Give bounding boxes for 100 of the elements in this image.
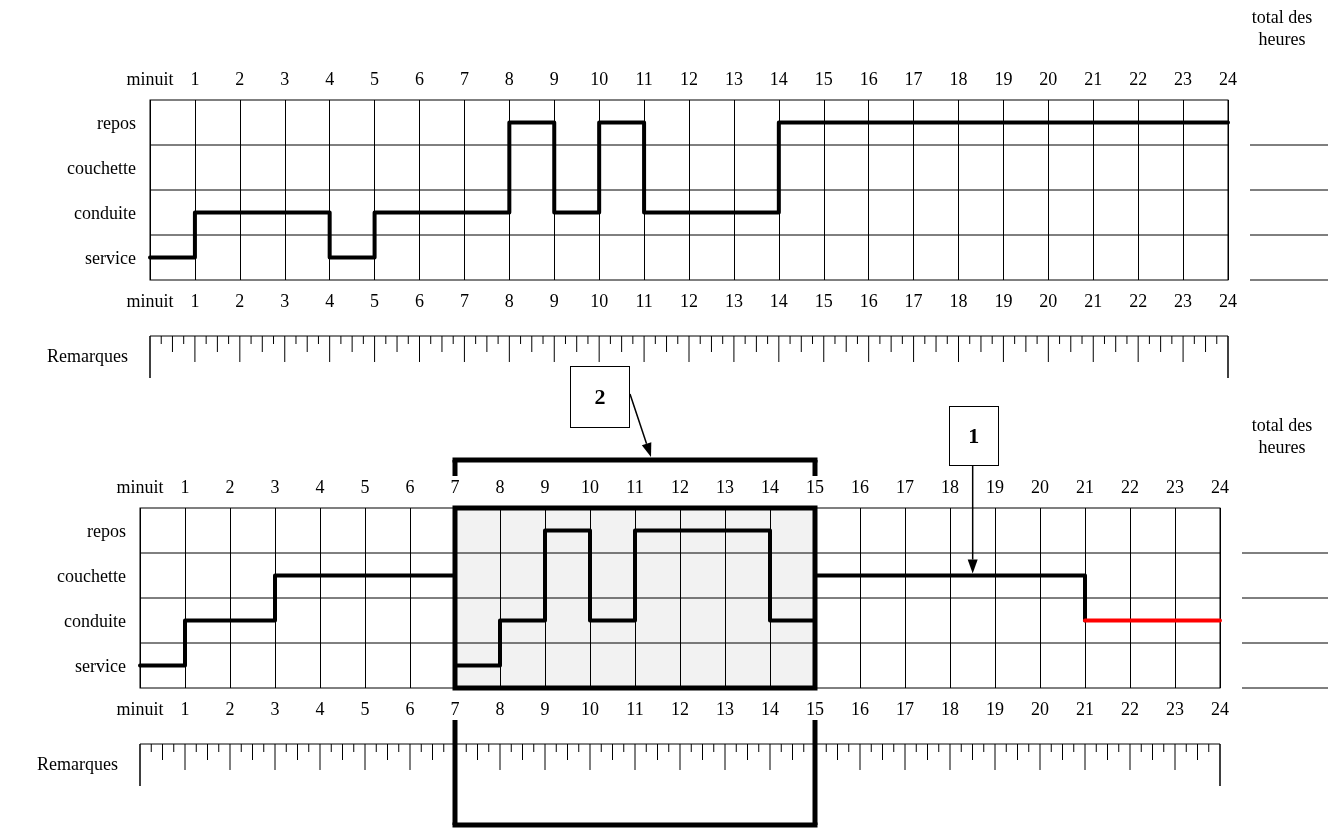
x-tick-label: 13 [716, 699, 734, 719]
x-tick-label: 19 [994, 291, 1013, 311]
x2-tick-label: 3 [270, 477, 280, 497]
x2-tick-label: 21 [1076, 477, 1094, 497]
x-tick-label: 4 [325, 291, 335, 311]
x2-tick-label: 1 [190, 69, 200, 89]
x-tick-label: 13 [724, 291, 743, 311]
text: service [85, 246, 136, 269]
x2-tick-label: 5 [360, 477, 370, 497]
x-tick-label: 9 [549, 291, 559, 311]
text: conduite [64, 609, 126, 632]
x-tick-label: 22 [1129, 291, 1148, 311]
x-tick-label: 20 [1039, 291, 1058, 311]
x-tick-label: 6 [405, 699, 415, 719]
x2-tick-label: 7 [450, 477, 460, 497]
x-tick-label: 20 [1031, 699, 1049, 719]
x2-tick-label: 11 [635, 69, 653, 89]
x-tick-label: 18 [941, 699, 959, 719]
x-tick-label: minuit [116, 699, 164, 719]
x-tick-label: 15 [814, 291, 833, 311]
x2-tick-label: 8 [495, 477, 505, 497]
x-tick-label: 19 [986, 699, 1004, 719]
x-tick-label: 16 [851, 699, 869, 719]
x2-tick-label: 19 [986, 477, 1004, 497]
text: Remarques [37, 754, 118, 775]
x2-tick-label: 15 [814, 69, 833, 89]
text: couchette [57, 564, 126, 587]
x2-tick-label: 19 [994, 69, 1013, 89]
x-tick-label: 9 [540, 699, 550, 719]
x2-tick-label: 5 [370, 69, 380, 89]
x2-tick-label: 3 [280, 69, 290, 89]
x-tick-label: 17 [896, 699, 914, 719]
text: Remarques [47, 346, 128, 367]
x-tick-label: 6 [415, 291, 424, 311]
x2-tick-label: 10 [581, 477, 599, 497]
x2-tick-label: 9 [549, 69, 559, 89]
x-tick-label: 8 [504, 291, 514, 311]
x-tick-label: 2 [235, 291, 245, 311]
x2-tick-label: 20 [1031, 477, 1049, 497]
x2-tick-label: 11 [626, 477, 644, 497]
x2-tick-label: minuit [126, 69, 174, 89]
x-tick-label: 7 [450, 699, 460, 719]
x2-tick-label: 14 [769, 69, 788, 89]
text: repos [97, 111, 136, 134]
x2-tick-label: minuit [116, 477, 164, 497]
x-tick-label: 10 [581, 699, 599, 719]
x2-tick-label: 13 [716, 477, 734, 497]
x2-tick-label: 22 [1121, 477, 1139, 497]
x2-tick-label: 6 [405, 477, 415, 497]
x-tick-label: 4 [315, 699, 325, 719]
x2-tick-label: 7 [459, 69, 469, 89]
x2-tick-label: 9 [540, 477, 550, 497]
x-tick-label: 3 [280, 291, 290, 311]
x-tick-label: 2 [225, 699, 235, 719]
x-tick-label: 14 [761, 699, 779, 719]
text: couchette [67, 156, 136, 179]
x2-tick-label: 13 [724, 69, 743, 89]
x-tick-label: minuit [126, 291, 174, 311]
x-tick-label: 7 [459, 291, 469, 311]
x-tick-label: 17 [904, 291, 923, 311]
x2-tick-label: 24 [1211, 477, 1229, 497]
text: 1 [948, 405, 999, 466]
x2-tick-label: 23 [1174, 69, 1193, 89]
x-tick-label: 5 [370, 291, 380, 311]
x-tick-label: 8 [495, 699, 505, 719]
x2-tick-label: 15 [806, 477, 824, 497]
x-tick-label: 1 [180, 699, 190, 719]
x2-tick-label: 4 [315, 477, 325, 497]
x2-tick-label: 21 [1084, 69, 1103, 89]
x2-tick-label: 18 [941, 477, 959, 497]
text: total des heures [1250, 6, 1314, 50]
x-tick-label: 15 [806, 699, 824, 719]
x-tick-label: 3 [270, 699, 280, 719]
x-tick-label: 11 [626, 699, 644, 719]
x2-tick-label: 8 [504, 69, 514, 89]
x-tick-label: 24 [1211, 699, 1229, 719]
text: conduite [74, 201, 136, 224]
x2-tick-label: 23 [1166, 477, 1184, 497]
text: total des heures [1250, 414, 1314, 458]
x2-tick-label: 16 [859, 69, 878, 89]
x2-tick-label: 10 [590, 69, 609, 89]
band-label: 2 [570, 366, 630, 428]
x-tick-label: 14 [769, 291, 788, 311]
x2-tick-label: 24 [1219, 69, 1237, 89]
x-tick-label: 1 [190, 291, 200, 311]
x-tick-label: 12 [680, 291, 698, 311]
x2-tick-label: 2 [225, 477, 235, 497]
x2-tick-label: 20 [1039, 69, 1058, 89]
x-tick-label: 24 [1219, 291, 1237, 311]
x-tick-label: 23 [1174, 291, 1193, 311]
x-tick-label: 12 [671, 699, 689, 719]
x2-tick-label: 6 [415, 69, 424, 89]
x2-tick-label: 1 [180, 477, 190, 497]
x-tick-label: 22 [1121, 699, 1139, 719]
x-tick-label: 5 [360, 699, 370, 719]
x-tick-label: 23 [1166, 699, 1184, 719]
x-tick-label: 18 [949, 291, 968, 311]
x2-tick-label: 22 [1129, 69, 1148, 89]
x-tick-label: 10 [590, 291, 609, 311]
x2-tick-label: 16 [851, 477, 869, 497]
